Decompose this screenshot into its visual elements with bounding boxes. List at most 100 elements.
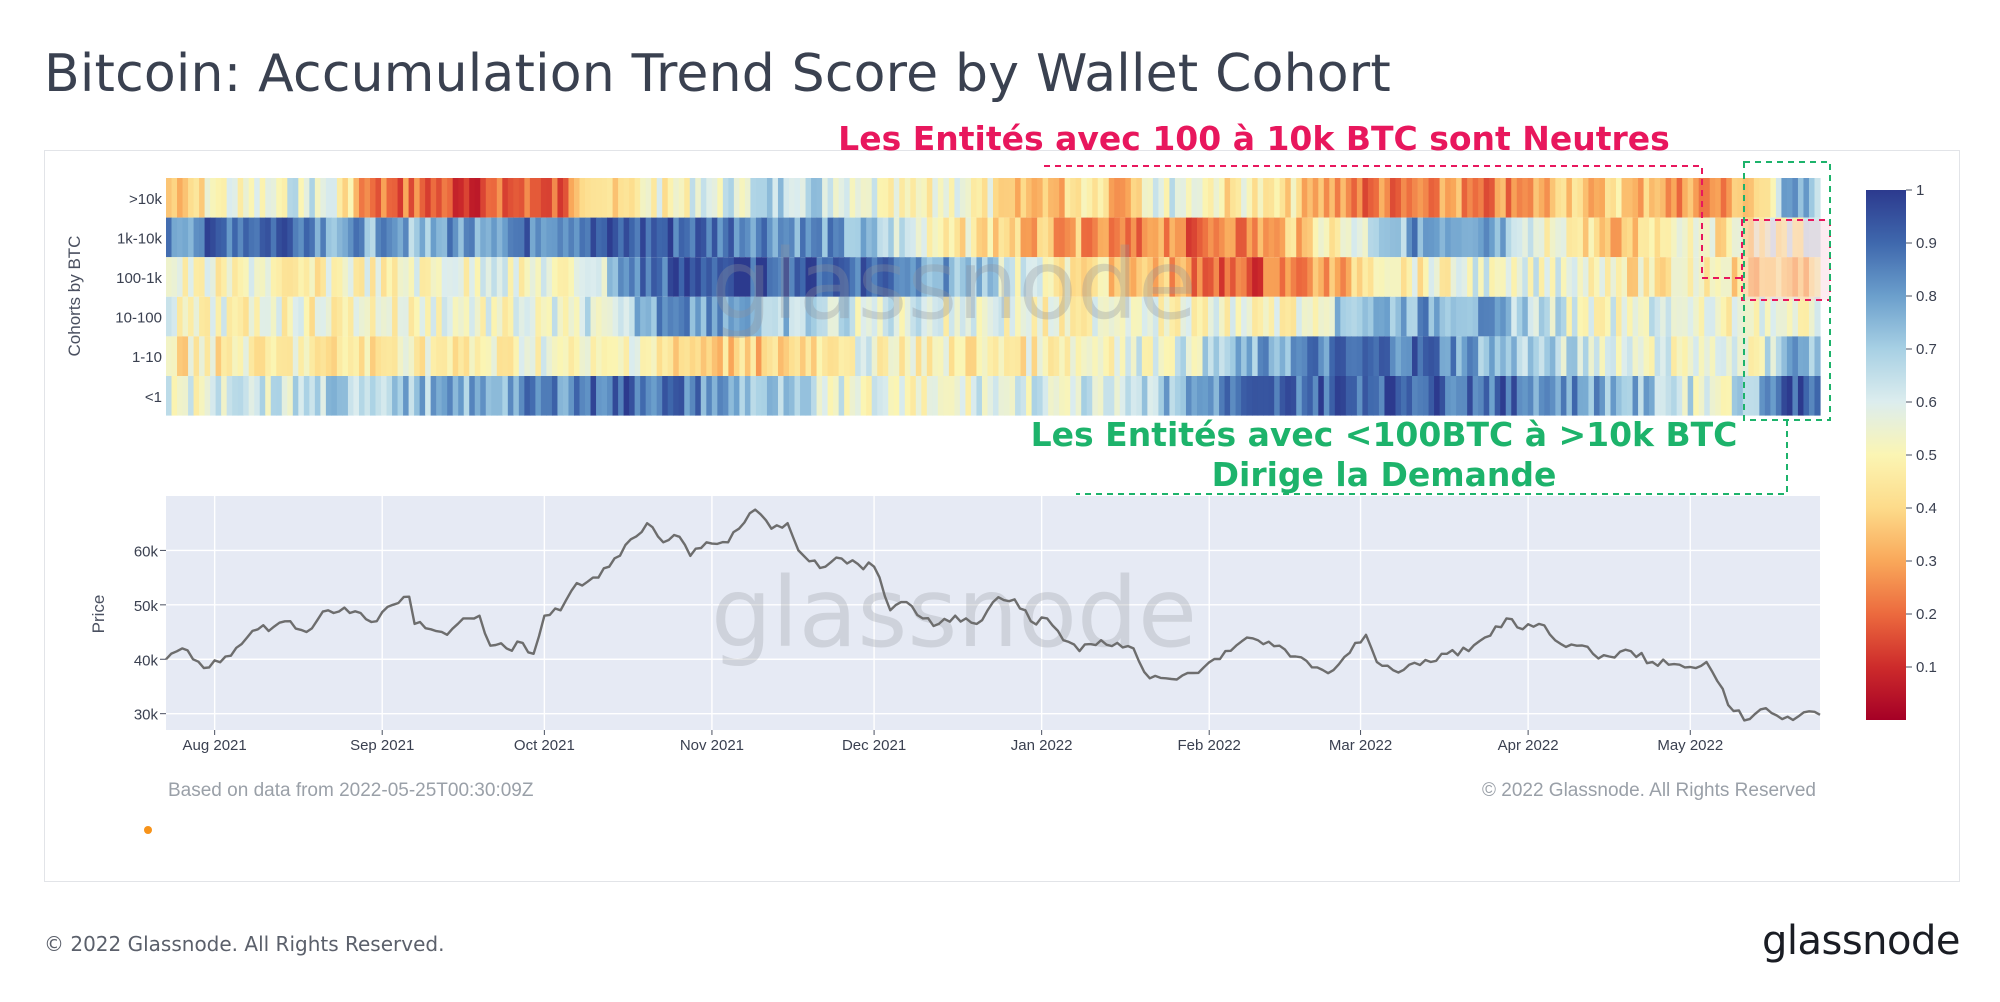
heatmap-cell: [1351, 376, 1358, 416]
heatmap-cell: [1406, 336, 1413, 376]
heatmap-cell: [408, 178, 415, 218]
heatmap-cell: [1660, 217, 1667, 258]
heatmap-cell: [1456, 217, 1463, 258]
heatmap-cell: [728, 376, 735, 416]
heatmap-cell: [1009, 217, 1016, 258]
heatmap-cell: [777, 178, 785, 218]
heatmap-cell: [1582, 336, 1590, 376]
heatmap-cell: [970, 336, 978, 376]
heatmap-cell: [226, 376, 233, 416]
heatmap-cell: [1544, 178, 1551, 218]
heatmap-cell: [1235, 296, 1242, 337]
heatmap-cell: [1356, 257, 1363, 297]
heatmap-cell: [1004, 257, 1011, 297]
heatmap-cell: [342, 257, 349, 297]
heatmap-cell: [524, 178, 531, 218]
heatmap-cell: [1191, 296, 1198, 337]
heatmap-cell: [915, 257, 922, 297]
heatmap-cell: [1378, 178, 1386, 218]
heatmap-cell: [1241, 178, 1248, 218]
heatmap-cell: [1505, 296, 1512, 337]
heatmap-cell: [1378, 376, 1386, 416]
price-plot-area: [166, 496, 1820, 730]
heatmap-cell: [1307, 178, 1314, 218]
heatmap-cell: [932, 376, 939, 416]
heatmap-cell: [1081, 336, 1088, 376]
heatmap-cell: [325, 178, 332, 218]
heatmap-cell: [1797, 257, 1805, 297]
heatmap-cell: [1252, 178, 1259, 218]
heatmap-cell: [1472, 336, 1479, 376]
heatmap-cell: [507, 178, 514, 218]
heatmap-cell: [419, 336, 426, 376]
heatmap-cell: [1632, 376, 1639, 416]
heatmap-cell: [800, 217, 807, 258]
heatmap-cell: [480, 178, 487, 218]
heatmap-cell: [1031, 296, 1038, 337]
heatmap-cell: [177, 376, 184, 416]
heatmap-cell: [1808, 178, 1816, 218]
heatmap-cell: [166, 296, 173, 337]
heatmap-cell: [265, 257, 272, 297]
heatmap-cell: [562, 217, 570, 258]
heatmap-cell: [1037, 178, 1044, 218]
heatmap-cell: [331, 336, 338, 376]
heatmap-cell: [403, 376, 410, 416]
heatmap-cell: [1775, 376, 1782, 416]
heatmap-cell: [849, 217, 856, 258]
heatmap-cell: [1334, 296, 1341, 337]
heatmap-cell: [673, 336, 680, 376]
heatmap-cell: [1367, 296, 1375, 337]
heatmap-cell: [1439, 217, 1446, 258]
heatmap-cell: [358, 376, 366, 416]
heatmap-cell: [425, 217, 432, 258]
heatmap-cell: [1059, 336, 1066, 376]
heatmap-cell: [419, 296, 426, 337]
heatmap-cell: [1456, 296, 1463, 337]
heatmap-cell: [557, 217, 564, 258]
heatmap-cell: [579, 217, 586, 258]
heatmap-cell: [1649, 217, 1656, 258]
heatmap-cell: [204, 178, 211, 218]
heatmap-cell: [1086, 178, 1093, 218]
heatmap-cell: [1428, 178, 1435, 218]
heatmap-cell: [1020, 217, 1027, 258]
heatmap-cell: [562, 376, 570, 416]
heatmap-cell: [199, 376, 206, 416]
heatmap-cell: [265, 178, 272, 218]
heatmap-cell: [800, 296, 807, 337]
heatmap-cell: [221, 217, 228, 258]
heatmap-cell: [1125, 376, 1132, 416]
heatmap-cell: [926, 376, 933, 416]
heatmap-cell: [463, 178, 470, 218]
heatmap-cell: [1577, 178, 1584, 218]
heatmap-cell: [1031, 217, 1038, 258]
heatmap-cell: [645, 336, 652, 376]
heatmap-cell: [1020, 178, 1027, 218]
heatmap-cell: [1174, 257, 1182, 297]
heatmap-cell: [1241, 336, 1248, 376]
heatmap-cell: [1075, 336, 1082, 376]
heatmap-cell: [1456, 178, 1463, 218]
heatmap-cell: [1158, 178, 1165, 218]
heatmap-cell: [871, 257, 878, 297]
heatmap-cell: [1527, 336, 1534, 376]
heatmap-cell: [959, 178, 967, 218]
heatmap-cell: [1742, 376, 1749, 416]
heatmap-cell: [529, 217, 536, 258]
heatmap-cell: [684, 336, 691, 376]
heatmap-cell: [1362, 336, 1369, 376]
heatmap-cell: [755, 336, 763, 376]
colorbar: [1866, 190, 1906, 720]
heatmap-cell: [474, 178, 481, 218]
heatmap-cell: [375, 296, 382, 337]
heatmap-cell: [1544, 257, 1551, 297]
heatmap-cell: [1235, 217, 1242, 258]
heatmap-cell: [1720, 178, 1727, 218]
heatmap-cell: [1665, 257, 1672, 297]
heatmap-cell: [1362, 217, 1369, 258]
heatmap-cell: [860, 336, 867, 376]
heatmap-cell: [1638, 336, 1645, 376]
heatmap-cell: [166, 257, 173, 297]
heatmap-cell: [1643, 296, 1650, 337]
